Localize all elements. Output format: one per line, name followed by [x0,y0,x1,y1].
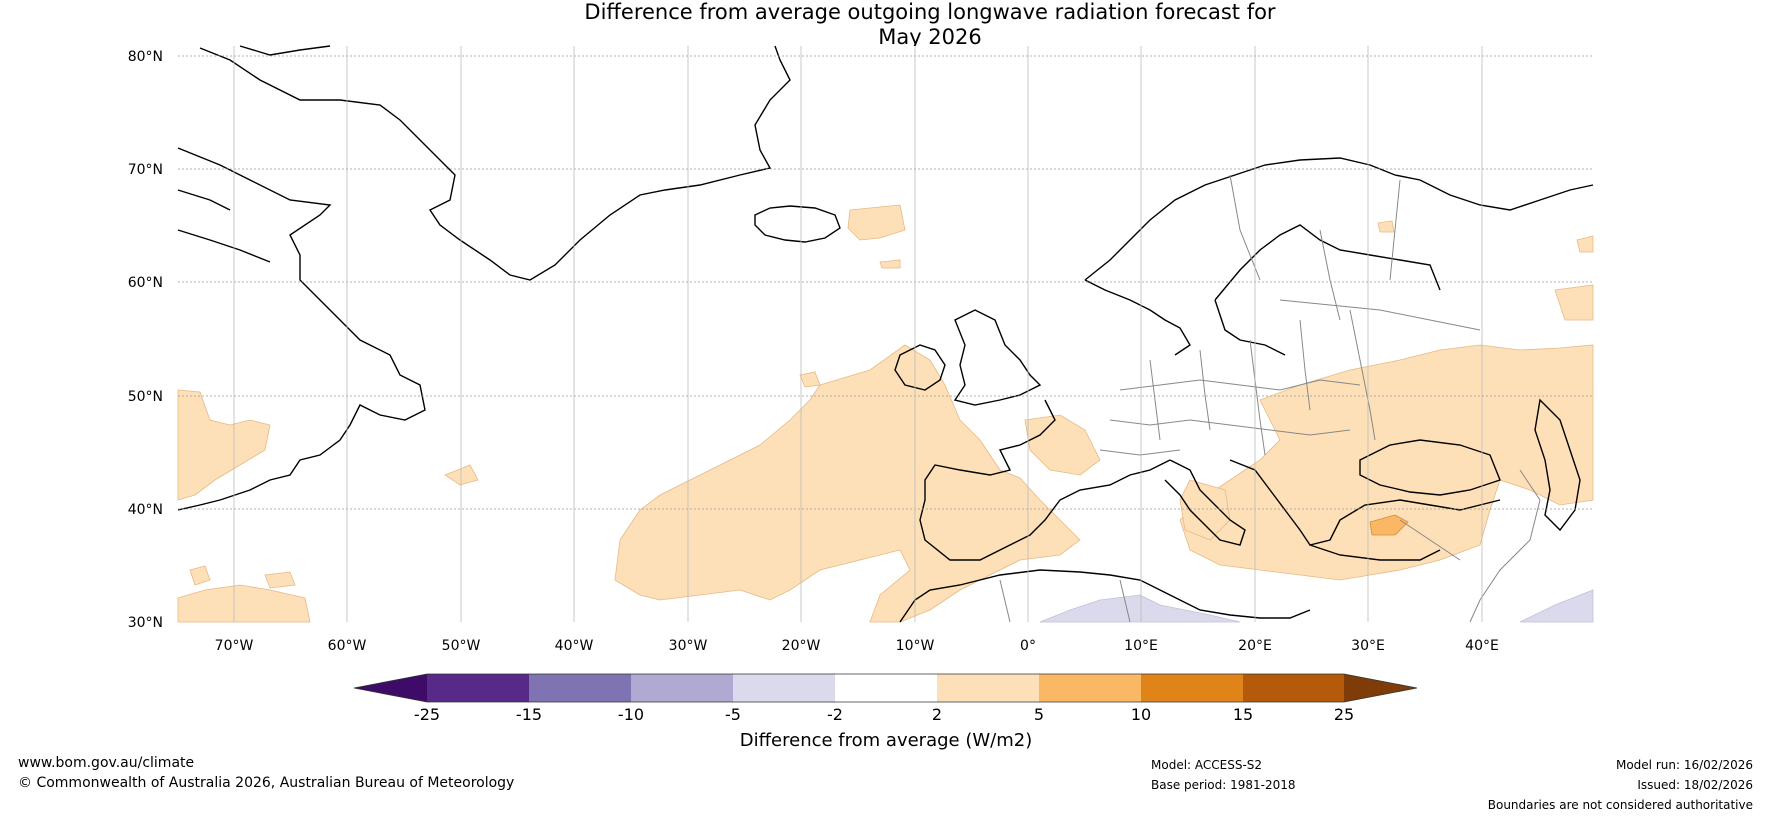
colorbar-segment [529,674,631,702]
model-run-text: Model run: 16/02/2026 [1615,758,1753,772]
coastlines [177,45,1594,623]
colorbar-ticks: -25 -15 -10 -5 -2 2 5 10 15 25 [414,705,1354,724]
website-text: www.bom.gov.au/climate [18,755,195,771]
lon-label: 60°W [328,638,367,654]
title-line-2: May 2026 [878,25,982,49]
lat-label: 60°N [128,275,163,291]
colorbar-tick-label: -2 [827,705,843,724]
map-title: Difference from average outgoing longwav… [0,0,1770,50]
lon-label: 40°W [555,638,594,654]
lat-label: 70°N [128,162,163,178]
anomaly-shading-negative [1039,589,1594,623]
lat-label: 80°N [128,49,163,65]
colorbar-tick-label: -5 [725,705,741,724]
lon-label: 0° [1020,638,1036,654]
lon-label: 40°E [1465,638,1499,654]
lon-label: 30°E [1351,638,1385,654]
lat-label: 50°N [128,389,163,405]
colorbar-tick-label: -15 [516,705,542,724]
lon-label: 10°E [1124,638,1158,654]
colorbar-tick-label: -10 [618,705,644,724]
lat-label: 40°N [128,502,163,518]
longitude-labels: 70°W 60°W 50°W 40°W 30°W 20°W 10°W 0° 10… [215,638,1499,654]
copyright-text: © Commonwealth of Australia 2026, Austra… [18,775,515,791]
colorbar-segment [427,674,529,702]
lon-label: 20°W [782,638,821,654]
colorbar-outline [353,673,1418,703]
lon-label: 10°W [896,638,935,654]
colorbar-segment [835,674,937,702]
model-text: Model: ACCESS-S2 [1151,758,1263,772]
colorbar-segment [1243,674,1344,702]
colorbar-tick-label: 5 [1034,705,1044,724]
colorbar-segment [631,674,733,702]
colorbar-tick-label: -25 [414,705,440,724]
country-borders [999,174,1541,623]
colorbar-arrow-low [354,674,427,702]
colorbar-label: Difference from average (W/m2) [740,730,1032,751]
colorbar-segment [733,674,835,702]
lon-label: 30°W [669,638,708,654]
lon-label: 20°E [1238,638,1272,654]
lon-label: 70°W [215,638,254,654]
colorbar-tick-label: 10 [1131,705,1151,724]
colorbar-arrow-high [1344,674,1417,702]
colorbar-segment [937,674,1039,702]
lon-label: 50°W [442,638,481,654]
colorbar-tick-label: 2 [932,705,942,724]
title-line-1: Difference from average outgoing longwav… [584,0,1276,24]
disclaimer-text: Boundaries are not considered authoritat… [1487,798,1753,812]
colorbar-tick-label: 25 [1334,705,1354,724]
anomaly-shading-strong [1369,514,1409,536]
anomaly-shading-positive [177,204,1594,623]
gridlines [178,46,1593,622]
base-period-text: Base period: 1981-2018 [1151,778,1296,792]
colorbar-segment [1141,674,1243,702]
colorbar-segment [1039,674,1141,702]
issued-text: Issued: 18/02/2026 [1637,778,1753,792]
lat-label: 30°N [128,615,163,631]
colorbar-tick-label: 15 [1233,705,1253,724]
latitude-labels: 80°N 70°N 60°N 50°N 40°N 30°N [128,49,163,631]
colorbar [353,673,1418,703]
